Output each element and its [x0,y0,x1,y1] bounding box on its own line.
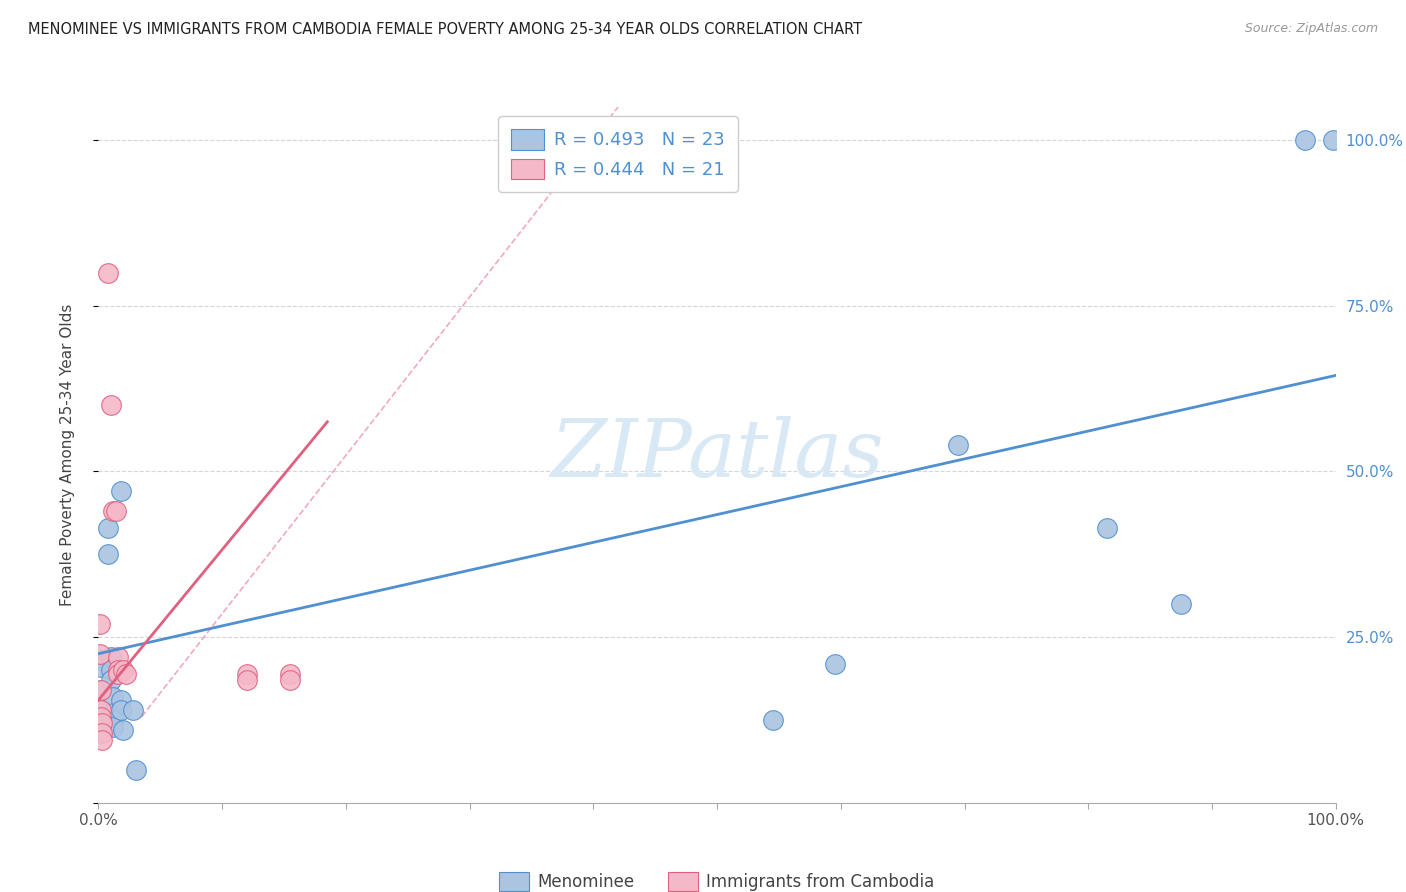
Point [110,484,132,499]
Point [278,666,301,681]
Point [114,666,136,681]
Point [90,703,112,717]
Point [100,673,122,688]
Point [90,660,112,674]
Point [236,666,259,681]
Point [91,726,114,740]
Point [90,683,112,698]
Point [90,716,112,731]
Text: ZIPatlas: ZIPatlas [550,417,884,493]
Point [97,547,120,561]
Point [89,647,111,661]
Point [110,693,132,707]
Point [107,666,129,681]
Point [124,763,146,777]
Point [112,723,135,737]
Point [97,266,120,280]
Point [100,398,122,412]
Point [103,504,125,518]
Point [100,663,122,677]
Y-axis label: Female Poverty Among 25-34 Year Olds: Female Poverty Among 25-34 Year Olds [60,304,75,606]
Point [103,720,125,734]
Point [90,653,112,667]
Point [104,504,127,518]
Point [91,732,114,747]
Point [90,703,112,717]
Point [110,703,132,717]
Text: Source: ZipAtlas.com: Source: ZipAtlas.com [1244,22,1378,36]
Point [103,690,125,704]
Point [97,521,120,535]
Point [1322,133,1344,147]
Point [112,663,135,677]
Point [122,703,145,717]
Point [90,709,112,723]
Point [278,673,301,688]
Point [90,683,112,698]
Point [1095,521,1118,535]
Point [824,657,846,671]
Point [103,713,125,727]
Point [107,663,129,677]
Point [1170,597,1192,611]
Legend: Menominee, Immigrants from Cambodia: Menominee, Immigrants from Cambodia [491,863,943,892]
Point [91,716,114,731]
Point [107,650,129,665]
Point [948,438,970,452]
Point [1294,133,1316,147]
Point [103,706,125,721]
Point [89,616,111,631]
Text: MENOMINEE VS IMMIGRANTS FROM CAMBODIA FEMALE POVERTY AMONG 25-34 YEAR OLDS CORRE: MENOMINEE VS IMMIGRANTS FROM CAMBODIA FE… [28,22,862,37]
Point [762,713,785,727]
Point [236,673,259,688]
Point [100,650,122,665]
